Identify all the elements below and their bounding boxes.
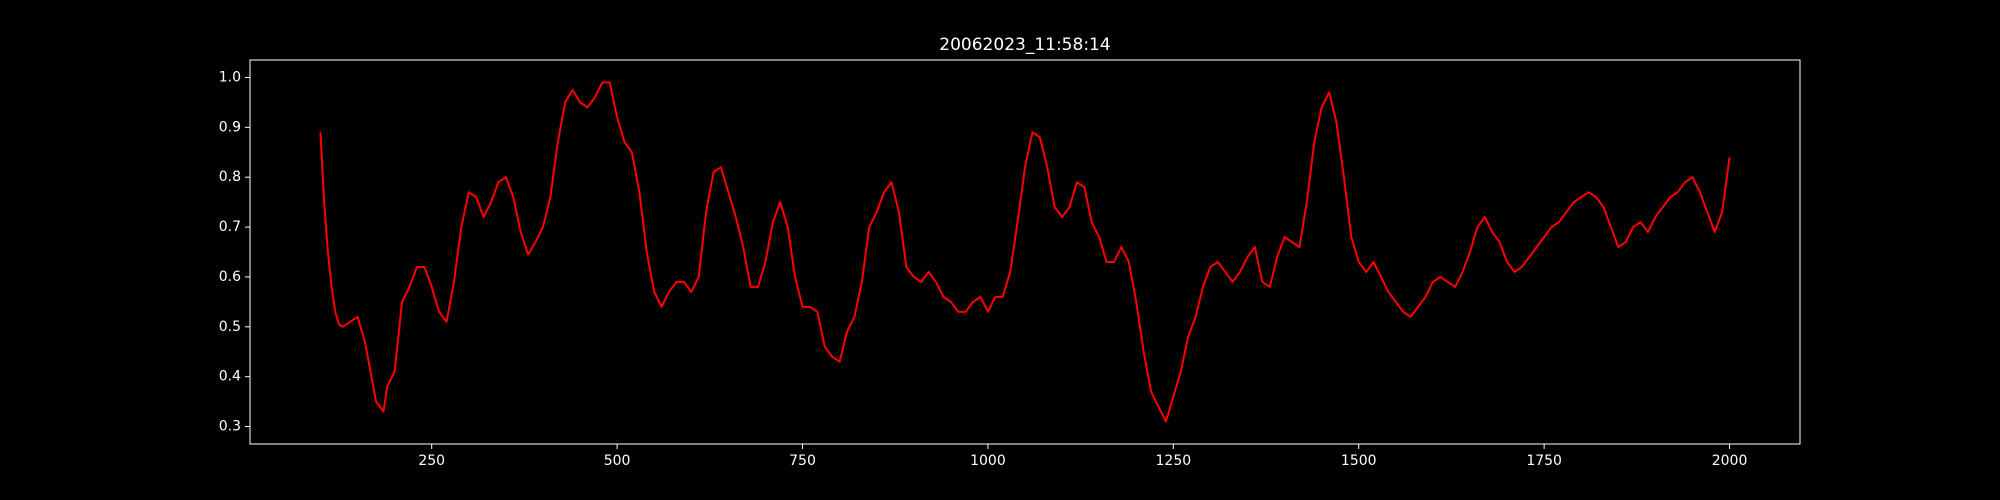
x-tick-label: 2000	[1712, 453, 1748, 469]
y-tick-label: 1.0	[219, 69, 241, 85]
x-tick-label: 1500	[1341, 453, 1377, 469]
chart-title: 20062023_11:58:14	[939, 35, 1110, 55]
axes-frame	[249, 59, 1801, 445]
y-tick-label: 0.4	[219, 369, 241, 385]
y-tick-label: 0.7	[219, 219, 241, 235]
x-tick-label: 250	[418, 453, 445, 469]
y-tick-label: 0.3	[219, 419, 241, 435]
x-tick-label: 1750	[1526, 453, 1562, 469]
y-tick-label: 0.6	[219, 269, 241, 285]
data-line	[319, 81, 1731, 423]
x-tick-label: 750	[789, 453, 816, 469]
y-tick-label: 0.9	[219, 119, 241, 135]
y-tick-label: 0.8	[219, 169, 241, 185]
x-tick-label: 500	[604, 453, 631, 469]
x-tick-label: 1250	[1156, 453, 1192, 469]
y-tick-label: 0.5	[219, 319, 241, 335]
x-tick-label: 1000	[970, 453, 1006, 469]
